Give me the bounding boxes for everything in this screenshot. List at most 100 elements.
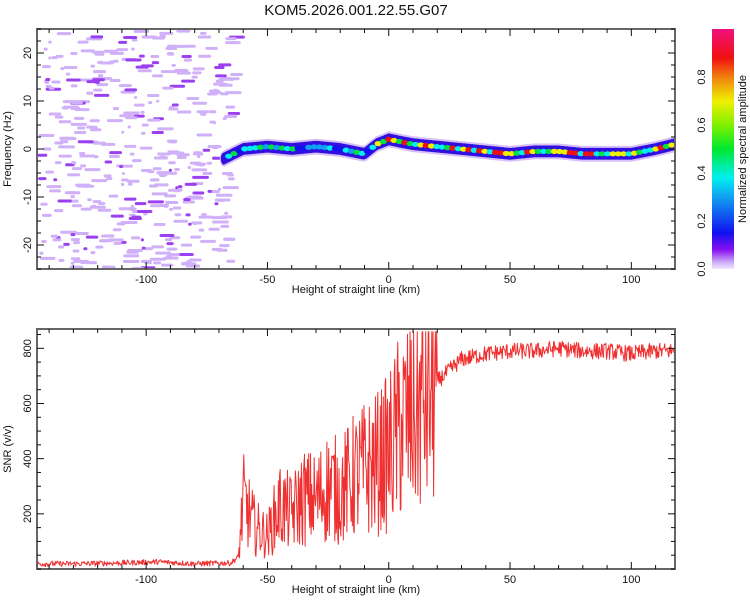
heatmap-cell — [225, 153, 233, 159]
heatmap-cell — [76, 184, 90, 188]
spectrogram-xlabel: Height of straight line (km) — [292, 284, 420, 296]
snr-series-line — [37, 331, 675, 567]
heatmap-cell — [183, 197, 191, 201]
heatmap-cell — [147, 170, 155, 174]
heatmap-cell — [224, 91, 242, 95]
heatmap-cell — [135, 65, 149, 69]
heatmap-cell — [133, 96, 138, 100]
colorbar-tick-label: 0.2 — [696, 213, 708, 228]
heatmap-cell — [58, 154, 72, 158]
heatmap-cell — [70, 238, 81, 242]
heatmap-cell — [518, 150, 526, 156]
heatmap-cell — [108, 194, 119, 198]
heatmap-cell — [310, 144, 318, 150]
heatmap-cell — [63, 65, 78, 69]
heatmap-cell — [138, 54, 145, 58]
heatmap-cell — [150, 204, 161, 208]
heatmap-cell — [73, 241, 80, 245]
heatmap-cell — [582, 151, 590, 157]
heatmap-cell — [191, 75, 198, 79]
heatmap-cell — [141, 131, 146, 135]
heatmap-cell — [137, 69, 152, 73]
heatmap-cell — [48, 112, 62, 116]
heatmap-cell — [139, 146, 153, 150]
heatmap-cell — [529, 148, 537, 155]
heatmap-cell — [70, 101, 83, 105]
heatmap-cell — [45, 77, 51, 81]
heatmap-cell — [358, 150, 366, 156]
heatmap-cell — [305, 144, 313, 150]
heatmap-cell — [100, 142, 116, 146]
heatmap-cell — [172, 206, 182, 210]
heatmap-cell — [80, 207, 92, 211]
heatmap-cell — [491, 149, 499, 155]
heatmap-cell — [657, 145, 665, 151]
heatmap-cell — [191, 168, 208, 172]
heatmap-cell — [147, 94, 160, 98]
heatmap-cell — [168, 168, 172, 172]
heatmap-cell — [116, 164, 120, 168]
heatmap-cell — [193, 151, 202, 155]
heatmap-cell — [181, 261, 194, 265]
heatmap-cell — [662, 143, 670, 149]
heatmap-cell — [108, 60, 113, 64]
heatmap-cell — [273, 144, 281, 151]
heatmap-cell — [92, 70, 107, 74]
heatmap-cell — [196, 182, 200, 186]
heatmap-cell — [196, 110, 209, 114]
heatmap-cell — [144, 261, 152, 265]
heatmap-cell — [210, 190, 220, 194]
heatmap-cell — [192, 67, 205, 71]
heatmap-cell — [106, 119, 123, 123]
heatmap-cell — [197, 155, 201, 159]
heatmap-cell — [502, 150, 510, 157]
heatmap-cell — [209, 89, 220, 93]
heatmap-cell — [80, 164, 87, 168]
heatmap-cell — [241, 146, 249, 152]
heatmap-cell — [556, 148, 564, 155]
heatmap-cell — [176, 156, 187, 160]
heatmap-cell — [106, 177, 113, 181]
heatmap-cell — [342, 147, 350, 153]
heatmap-cell — [598, 151, 606, 157]
y-tick-label: 200 — [22, 505, 34, 523]
heatmap-cell — [206, 161, 212, 165]
heatmap-cell — [187, 195, 202, 199]
heatmap-cell — [167, 51, 174, 55]
heatmap-cell — [103, 174, 112, 178]
heatmap-cell — [374, 141, 382, 147]
heatmap-cell — [213, 82, 228, 86]
heatmap-cell — [51, 56, 58, 60]
heatmap-cell — [72, 249, 80, 253]
heatmap-cell — [93, 88, 103, 92]
heatmap-cell — [227, 114, 237, 118]
heatmap-cell — [83, 247, 88, 251]
heatmap-cell — [86, 91, 94, 95]
heatmap-cell — [140, 110, 145, 114]
heatmap-cell — [85, 235, 99, 239]
heatmap-cell — [246, 145, 254, 151]
heatmap-cell — [73, 259, 90, 263]
heatmap-cell — [112, 228, 122, 232]
heatmap-cell — [214, 65, 225, 69]
heatmap-cell — [207, 92, 218, 96]
heatmap-cell — [109, 151, 122, 155]
heatmap-cell — [646, 147, 654, 153]
heatmap-cell — [84, 168, 101, 172]
heatmap-cell — [53, 209, 64, 213]
heatmap-cell — [198, 228, 205, 232]
heatmap-cell — [120, 182, 125, 186]
heatmap-cell — [127, 125, 132, 129]
heatmap-cell — [169, 207, 174, 211]
heatmap-cell — [174, 213, 182, 217]
heatmap-cell — [385, 136, 393, 142]
heatmap-cell — [226, 259, 236, 263]
heatmap-cell — [175, 186, 179, 190]
heatmap-cell — [185, 264, 201, 268]
heatmap-cell — [95, 245, 104, 249]
heatmap-cell — [133, 29, 150, 33]
heatmap-cell — [158, 204, 170, 208]
heatmap-cell — [225, 41, 241, 45]
heatmap-cell — [164, 238, 173, 242]
heatmap-cell — [92, 78, 105, 82]
